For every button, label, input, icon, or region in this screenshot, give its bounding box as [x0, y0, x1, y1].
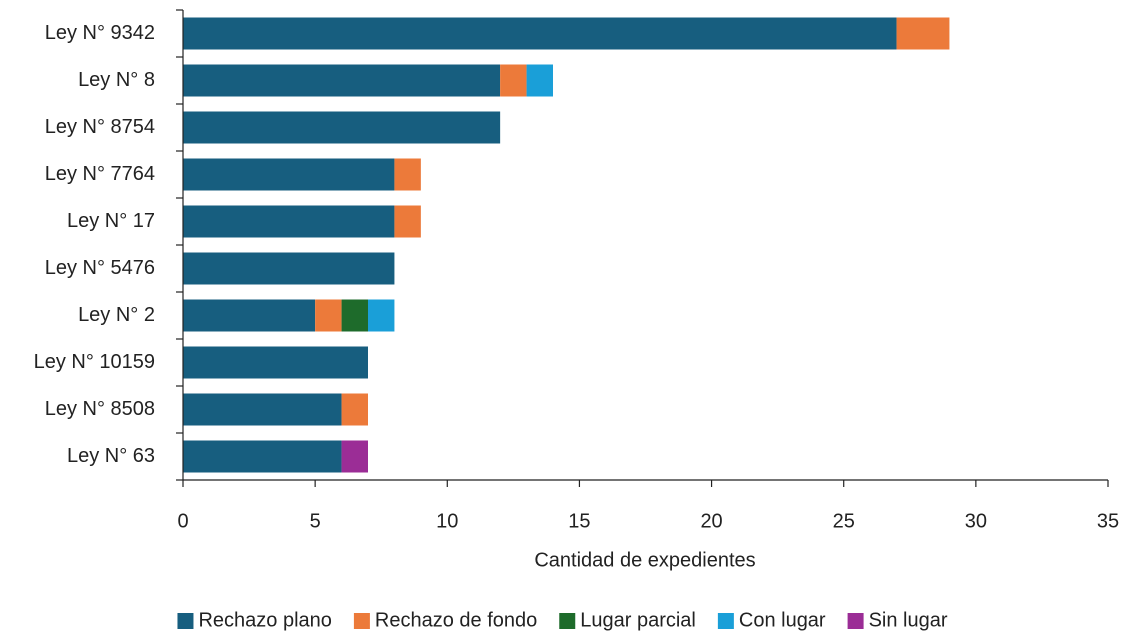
bar-segment — [341, 440, 368, 473]
bar-segment — [183, 64, 501, 97]
x-tick-label: 30 — [965, 510, 987, 532]
legend-label: Lugar parcial — [580, 609, 696, 631]
bar-segment — [896, 17, 950, 50]
bar-segment — [183, 111, 501, 144]
x-tick-label: 15 — [568, 510, 590, 532]
bar-segment — [500, 64, 527, 97]
bar-segment — [341, 299, 368, 332]
x-tick-label: 5 — [310, 510, 321, 532]
legend-label: Con lugar — [739, 609, 826, 631]
legend-label: Sin lugar — [869, 609, 948, 631]
bar-segment — [183, 158, 395, 191]
legend-swatch — [353, 613, 370, 629]
bar-segment — [394, 158, 421, 191]
bar-segment — [315, 299, 342, 332]
x-tick-label: 35 — [1097, 510, 1119, 532]
x-tick-label: 10 — [436, 510, 458, 532]
y-tick-label: Ley N° 5476 — [45, 257, 155, 279]
y-tick-label: Ley N° 2 — [78, 304, 155, 326]
bar-segment — [183, 252, 395, 285]
legend-swatch — [847, 613, 864, 629]
bar-segment — [183, 299, 316, 332]
bar-segment — [368, 299, 395, 332]
legend-label: Rechazo de fondo — [375, 609, 537, 631]
y-tick-label: Ley N° 10159 — [34, 351, 155, 373]
bar-segment — [183, 205, 395, 238]
legend-swatch — [559, 613, 576, 629]
bar-segment — [183, 393, 342, 426]
x-axis-label: Cantidad de expedientes — [534, 549, 755, 571]
x-tick-label: 25 — [833, 510, 855, 532]
x-tick-label: 0 — [177, 510, 188, 532]
legend-swatch — [717, 613, 734, 629]
y-tick-label: Ley N° 63 — [67, 445, 155, 467]
bar-segment — [341, 393, 368, 426]
bar-segment — [526, 64, 553, 97]
bar-segment — [183, 440, 342, 473]
y-tick-label: Ley N° 8754 — [45, 116, 155, 138]
legend-swatch — [177, 613, 194, 629]
bar-segment — [394, 205, 421, 238]
bar-segment — [183, 346, 368, 379]
x-tick-label: 20 — [700, 510, 722, 532]
y-tick-label: Ley N° 8 — [78, 69, 155, 91]
bar-segment — [183, 17, 897, 50]
y-tick-label: Ley N° 8508 — [45, 398, 155, 420]
y-tick-label: Ley N° 17 — [67, 210, 155, 232]
y-tick-label: Ley N° 9342 — [45, 22, 155, 44]
legend-label: Rechazo plano — [198, 609, 331, 631]
y-tick-label: Ley N° 7764 — [45, 163, 155, 185]
